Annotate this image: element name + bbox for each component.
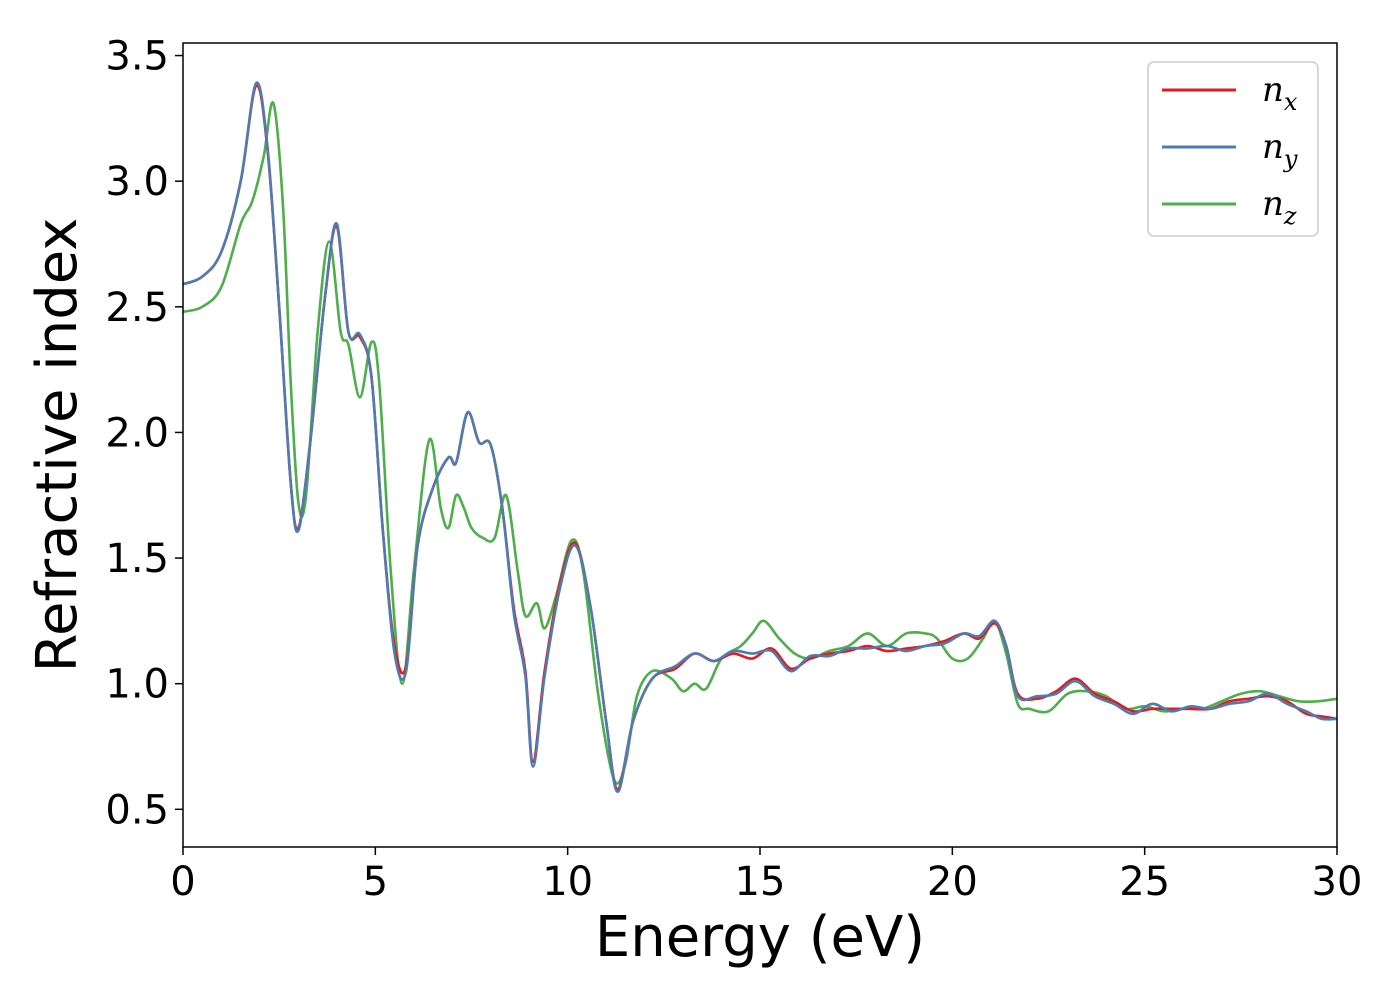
y-tick-label: 3.0: [105, 159, 169, 205]
x-tick-label: 15: [735, 859, 786, 905]
y-tick-label: 1.5: [105, 536, 169, 582]
y-tick-label: 0.5: [105, 787, 169, 833]
x-tick-label: 20: [927, 859, 978, 905]
x-tick-label: 10: [542, 859, 593, 905]
legend-label-nz: nz: [1262, 184, 1297, 230]
y-tick-label: 2.0: [105, 410, 169, 456]
x-tick-label: 5: [363, 859, 388, 905]
x-tick-label: 0: [170, 859, 195, 905]
legend-label-ny: ny: [1262, 127, 1298, 173]
series-line-ny: [183, 81, 1337, 794]
legend: nx ny nz: [1147, 61, 1319, 237]
x-axis: 0 5 10 15 20 25 30: [170, 847, 1362, 905]
y-axis: 0.5 1.0 1.5 2.0 2.5 3.0 3.5: [105, 34, 183, 833]
y-tick-label: 3.5: [105, 34, 169, 80]
x-tick-label: 25: [1119, 859, 1170, 905]
x-tick-label: 30: [1312, 859, 1363, 905]
y-tick-label: 2.5: [105, 285, 169, 331]
y-axis-label: Refractive index: [25, 218, 90, 673]
y-tick-label: 1.0: [105, 662, 169, 708]
legend-box: [1147, 61, 1319, 237]
series-layer: [183, 81, 1337, 794]
x-axis-label: Energy (eV): [595, 905, 925, 970]
legend-label-nx: nx: [1262, 70, 1298, 116]
